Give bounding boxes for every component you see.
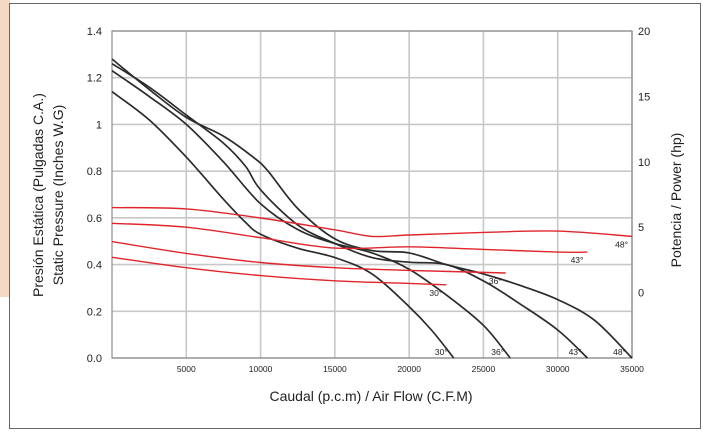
y-tick-label: 0.6 [87, 213, 102, 225]
power-curve [111, 240, 506, 274]
y-tick-label: 1.4 [87, 26, 102, 38]
y2-axis-label: Potencia / Power (hp) [668, 133, 684, 268]
pressure-curves [111, 58, 633, 359]
pressure-curve-label: 36° [491, 347, 504, 357]
y-tick-label: 0.2 [87, 306, 102, 318]
tick-labels: 5000 10000 15000 20000 25000 30000 35000 0.0 0.2… [87, 26, 651, 374]
y2-tick-label: 10 [638, 157, 650, 169]
pressure-curve-label: 30° [435, 347, 448, 357]
power-curve-label: 36° [489, 276, 502, 286]
y-tick-label: 1.2 [87, 73, 102, 85]
y-tick-label: 0.8 [87, 166, 102, 178]
x-tick-label: 15000 [323, 364, 347, 374]
y2-tick-label: 0 [638, 288, 644, 300]
x-tick-label: 30000 [546, 364, 570, 374]
pressure-curve [111, 58, 633, 359]
power-curve [111, 206, 633, 238]
power-curve-label: 48° [615, 239, 628, 249]
power-curve-label: 43° [571, 255, 584, 265]
x-tick-label: 5000 [177, 364, 196, 374]
power-curves [111, 206, 633, 286]
x-tick-label: 20000 [397, 364, 421, 374]
plot-area-border [111, 30, 633, 359]
x-tick-label: 10000 [249, 364, 273, 374]
pressure-curve-label: 48° [613, 347, 626, 357]
pressure-curve [111, 62, 588, 359]
y-axis-label-en: Static Pressure (Inches W.G) [50, 105, 66, 286]
side-accent-stripe [0, 0, 10, 297]
y2-tick-label: 20 [638, 26, 650, 38]
power-curve [111, 222, 588, 253]
y-tick-label: 0.4 [87, 260, 102, 272]
power-curve-label: 30° [429, 288, 442, 298]
grid [112, 30, 633, 359]
y2-tick-label: 5 [638, 222, 644, 234]
y-tick-label: 1 [96, 119, 102, 131]
pressure-curve [111, 70, 511, 359]
pressure-curve [111, 91, 455, 359]
y-tick-label: 0.0 [87, 353, 102, 365]
y-axis-label-es: Presión Estática (Pulgadas C.A.) [30, 93, 46, 297]
pressure-curve-label: 43° [569, 347, 582, 357]
curve-labels: 30° 36° 43° 48° 30° 36° 43° 48° [429, 239, 628, 357]
power-curve [111, 256, 447, 286]
y2-tick-label: 15 [638, 91, 650, 103]
x-tick-label: 35000 [620, 364, 644, 374]
x-tick-label: 25000 [472, 364, 496, 374]
x-axis-label: Caudal (p.c.m) / Air Flow (C.F.M) [269, 388, 472, 404]
